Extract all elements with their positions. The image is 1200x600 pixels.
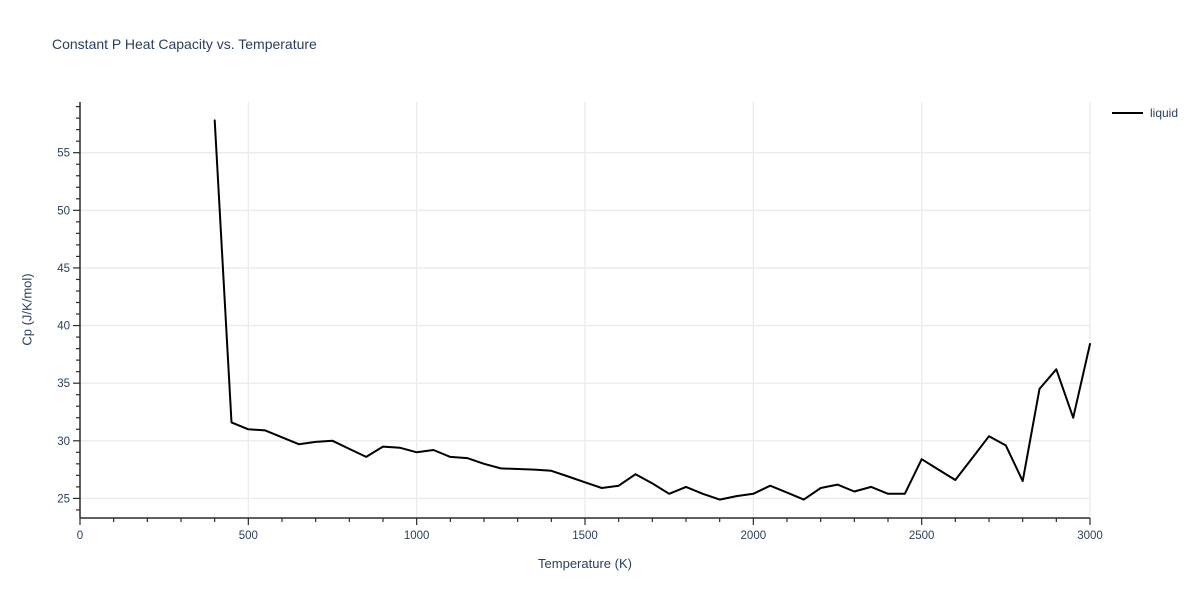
svg-text:2500: 2500 — [909, 530, 935, 542]
axis-ticks — [73, 106, 1091, 525]
svg-text:3000: 3000 — [1077, 530, 1103, 542]
svg-text:50: 50 — [57, 205, 70, 217]
svg-text:2000: 2000 — [741, 530, 767, 542]
series-line-liquid — [213, 119, 1091, 501]
y-tick-labels: 25 30 35 40 45 50 55 — [57, 148, 70, 506]
axis-spines — [79, 102, 1090, 519]
svg-text:40: 40 — [57, 321, 70, 333]
legend: liquid — [1112, 106, 1178, 120]
svg-text:1500: 1500 — [572, 530, 598, 542]
svg-text:45: 45 — [57, 263, 70, 275]
svg-text:0: 0 — [77, 530, 83, 542]
legend-item-liquid[interactable]: liquid — [1150, 106, 1179, 120]
svg-text:35: 35 — [57, 378, 70, 390]
svg-text:500: 500 — [239, 530, 258, 542]
gridlines — [80, 102, 1091, 518]
y-axis-title: Cp (J/K/mol) — [19, 273, 35, 346]
chart-title: Constant P Heat Capacity vs. Temperature — [52, 36, 317, 52]
svg-text:55: 55 — [57, 148, 70, 160]
svg-text:30: 30 — [57, 436, 70, 448]
legend-line-swatch — [1112, 112, 1143, 114]
x-axis-title: Temperature (K) — [538, 556, 632, 571]
svg-text:1000: 1000 — [404, 530, 430, 542]
x-tick-labels: 0 500 1000 1500 2000 2500 3000 — [77, 530, 1103, 542]
svg-text:25: 25 — [57, 493, 70, 505]
